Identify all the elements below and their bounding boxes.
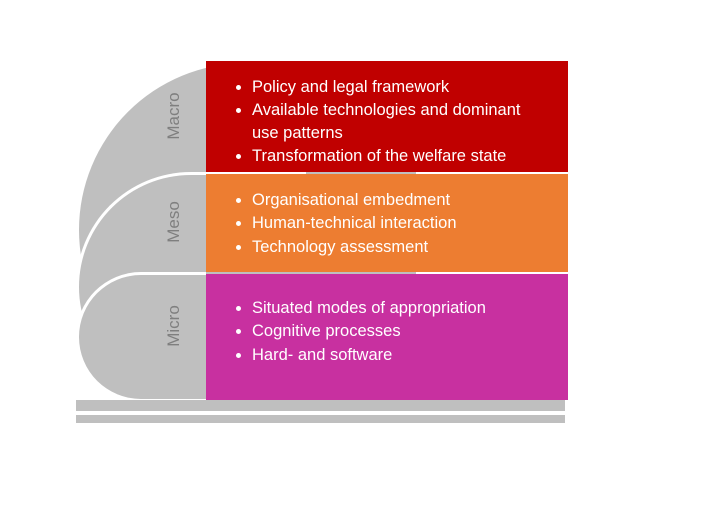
panel-meso-list: Organisational embedment Human-technical… xyxy=(234,189,550,258)
list-item: Technology assessment xyxy=(252,236,550,258)
panel-macro: Policy and legal framework Available tec… xyxy=(206,61,568,172)
list-item: Human-technical interaction xyxy=(252,212,550,234)
list-item: Organisational embedment xyxy=(252,189,550,211)
list-item: Situated modes of appropriation xyxy=(252,297,550,319)
panel-meso: Organisational embedment Human-technical… xyxy=(206,174,568,272)
list-item: Transformation of the welfare state xyxy=(252,145,550,167)
arc-micro xyxy=(76,272,206,402)
list-item: Policy and legal framework xyxy=(252,76,550,98)
list-item: Hard- and software xyxy=(252,344,550,366)
panel-macro-list: Policy and legal framework Available tec… xyxy=(234,76,550,167)
levels-diagram: Macro Meso Micro Policy and legal framew… xyxy=(76,60,568,440)
level-label-micro: Micro xyxy=(164,286,184,366)
list-item: Cognitive processes xyxy=(252,320,550,342)
base-strip-2 xyxy=(76,412,568,426)
panel-micro: Situated modes of appropriation Cognitiv… xyxy=(206,274,568,400)
level-label-macro: Macro xyxy=(164,76,184,156)
list-item: Available technologies and dominant use … xyxy=(252,99,550,144)
level-label-meso: Meso xyxy=(164,182,184,262)
panel-micro-list: Situated modes of appropriation Cognitiv… xyxy=(234,297,550,366)
